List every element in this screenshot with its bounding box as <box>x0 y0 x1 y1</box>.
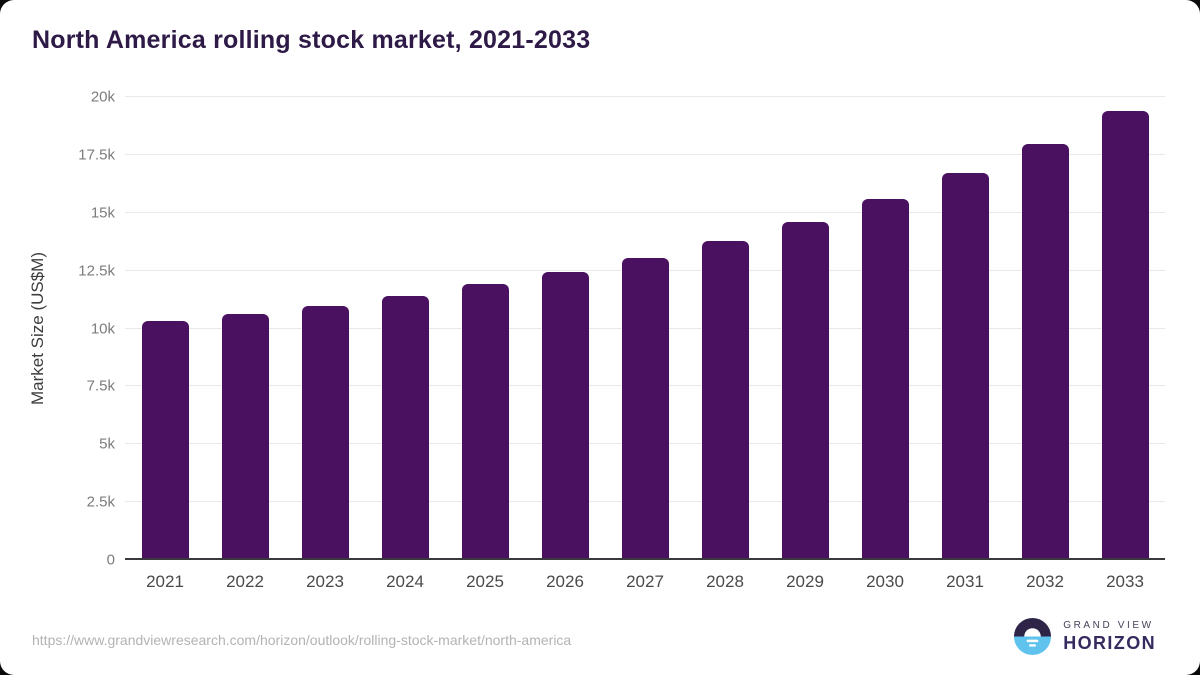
bar-2021[interactable] <box>141 320 189 558</box>
y-tick-label-15k: 15k <box>90 204 115 222</box>
bar-slot-2028 <box>685 97 765 558</box>
bar-2033[interactable] <box>1101 110 1149 558</box>
bar-slot-2029 <box>765 97 845 558</box>
bar-slot-2033 <box>1085 97 1165 558</box>
y-tick-label-2.5k: 2.5k <box>86 493 115 511</box>
gridline-17.5k <box>125 153 1165 155</box>
horizon-sun-icon <box>1014 617 1052 656</box>
bar-slot-2030 <box>845 97 925 558</box>
bar-2023[interactable] <box>301 306 349 558</box>
bar-2029[interactable] <box>781 221 829 558</box>
x-tick-label-2021: 2021 <box>146 572 184 591</box>
bar-2030[interactable] <box>861 198 909 558</box>
bar-slot-2032 <box>1005 97 1085 558</box>
y-axis-title-text: Market Size (US$M) <box>28 251 47 406</box>
x-tick-label-2029: 2029 <box>786 572 824 591</box>
x-tick-label-2030: 2030 <box>866 572 904 591</box>
bar-slot-2025 <box>445 97 525 558</box>
bar-2027[interactable] <box>621 257 669 558</box>
bar-2025[interactable] <box>461 284 509 558</box>
plot-area <box>125 96 1165 560</box>
chart-title: North America rolling stock market, 2021… <box>32 26 591 54</box>
bar-slot-2026 <box>525 97 605 558</box>
y-tick-label-20k: 20k <box>90 88 115 106</box>
brand-name-line2: HORIZON <box>1063 632 1156 653</box>
bar-slot-2031 <box>925 97 1005 558</box>
bar-slot-2024 <box>365 97 445 558</box>
x-tick-label-2026: 2026 <box>546 572 584 591</box>
bar-2024[interactable] <box>381 296 429 558</box>
x-tick-label-2033: 2033 <box>1106 572 1144 591</box>
x-tick-label-2031: 2031 <box>946 572 984 591</box>
bar-slot-2021 <box>125 97 205 558</box>
bar-slot-2027 <box>605 97 685 558</box>
y-tick-label-7.5k: 7.5k <box>86 377 115 395</box>
y-tick-label-12.5k: 12.5k <box>78 262 115 280</box>
bar-2031[interactable] <box>941 172 989 558</box>
y-tick-label-5k: 5k <box>99 435 115 453</box>
gridline-20k <box>125 96 1165 97</box>
x-axis-tick-labels: 2021 2022 2023 2024 2025 2026 2027 2028 2029 2030… <box>125 572 1165 592</box>
brand-name-line1: GRAND VIEW <box>1063 619 1154 631</box>
x-tick-label-2023: 2023 <box>306 572 344 591</box>
bar-slot-2023 <box>285 97 365 558</box>
bar-2028[interactable] <box>701 240 749 558</box>
x-tick-label-2027: 2027 <box>626 572 664 591</box>
x-tick-label-2028: 2028 <box>706 572 744 591</box>
bar-2032[interactable] <box>1021 144 1069 558</box>
x-tick-label-2025: 2025 <box>466 572 504 591</box>
y-tick-label-10k: 10k <box>90 320 115 337</box>
x-tick-label-2024: 2024 <box>386 572 424 591</box>
x-axis-line <box>125 558 1165 560</box>
bar-2022[interactable] <box>221 313 269 558</box>
bar-2026[interactable] <box>541 271 589 558</box>
x-tick-label-2032: 2032 <box>1026 572 1064 591</box>
bar-slot-2022 <box>205 97 285 558</box>
gridline-15k <box>125 211 1165 213</box>
bar-series <box>125 97 1165 558</box>
source-url: https://www.grandviewresearch.com/horizo… <box>32 632 572 648</box>
y-tick-label-17.5k: 17.5k <box>78 146 115 164</box>
y-tick-label-0: 0 <box>106 551 115 569</box>
brand-text: GRAND VIEW HORIZON <box>1063 620 1156 654</box>
y-axis-tick-labels: 0 2.5k 5k 7.5k 10k 12.5k 15k 17.5k 20k <box>47 90 115 568</box>
brand-logo: GRAND VIEW HORIZON <box>1013 617 1156 656</box>
x-tick-label-2022: 2022 <box>226 572 264 591</box>
